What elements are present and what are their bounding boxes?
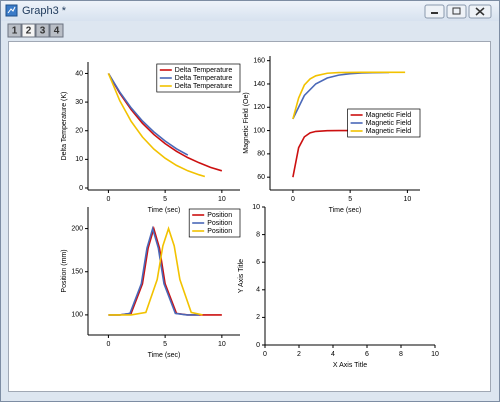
- y-tick-label: 100: [253, 127, 265, 134]
- legend-label: Delta Temperature: [175, 67, 233, 74]
- x-tick-label: 10: [218, 341, 226, 348]
- y-tick-label: 140: [253, 81, 265, 88]
- y-tick-label: 2: [256, 314, 260, 321]
- chart: 0 2 4 6 8 10 0 2 4 6 8 10 X Axis Title Y Axis Title: [238, 204, 439, 369]
- y-tick-label: 60: [257, 174, 265, 181]
- x-axis-title: Time (sec): [148, 352, 181, 359]
- layer-tab[interactable]: 1: [7, 23, 22, 38]
- x-tick-label: 10: [404, 196, 412, 203]
- y-tick-label: 10: [75, 156, 83, 163]
- layer-tab[interactable]: 4: [49, 23, 64, 38]
- data-line: [107, 73, 223, 172]
- y-tick-label: 0: [256, 342, 260, 349]
- x-tick-label: 0: [106, 341, 110, 348]
- tab-button: [49, 23, 64, 38]
- tab-label: 4: [54, 26, 60, 37]
- close-button[interactable]: [468, 4, 492, 19]
- tab-button: [21, 23, 36, 38]
- x-tick-label: 8: [399, 351, 403, 358]
- tab-button: [35, 23, 50, 38]
- legend-label: Delta Temperature: [175, 83, 233, 90]
- y-tick-label: 120: [253, 104, 265, 111]
- app-icon-glyph: [7, 6, 16, 14]
- title-bar: [1, 1, 499, 21]
- x-tick-label: 10: [431, 351, 439, 358]
- y-tick-label: 30: [75, 99, 83, 106]
- y-tick-label: 160: [253, 58, 265, 65]
- y-tick-label: 0: [79, 185, 83, 192]
- legend-label: Position: [207, 212, 232, 219]
- y-tick-label: 150: [71, 269, 83, 276]
- chart: 0 5 10 60 80 100 120 140 160 Time (sec) Magnetic F…: [243, 56, 421, 214]
- x-tick-label: 4: [331, 351, 335, 358]
- y-tick-label: 4: [256, 287, 260, 294]
- legend-label: Position: [207, 220, 232, 227]
- x-axis-title: Time (sec): [329, 207, 362, 214]
- x-tick-label: 0: [263, 351, 267, 358]
- y-tick-label: 200: [71, 225, 83, 232]
- tab-label: 2: [26, 26, 32, 37]
- y-tick-label: 8: [256, 231, 260, 238]
- y-tick-label: 40: [75, 70, 83, 77]
- legend-label: Delta Temperature: [175, 75, 233, 82]
- x-tick-label: 5: [163, 341, 167, 348]
- data-line: [108, 225, 200, 316]
- layer-tab[interactable]: 3: [35, 23, 50, 38]
- legend-label: Position: [207, 228, 232, 235]
- x-axis-title: X Axis Title: [333, 362, 367, 369]
- y-axis-title: Y Axis Title: [238, 259, 245, 293]
- layer-tab[interactable]: 2: [21, 23, 36, 38]
- y-axis-title: Magnetic Field (Oe): [243, 92, 250, 153]
- x-tick-label: 0: [291, 196, 295, 203]
- y-tick-label: 80: [257, 151, 265, 158]
- x-tick-label: 5: [348, 196, 352, 203]
- y-tick-label: 10: [252, 204, 260, 211]
- y-axis-title: Delta Temperature (K): [61, 92, 68, 161]
- data-line: [292, 71, 406, 120]
- chart: 0 5 10 100 150 200 Time (sec) Position (mm) Posi…: [61, 207, 241, 359]
- graph-page: [8, 41, 491, 392]
- data-line: [107, 73, 189, 156]
- x-axis-title: Time (sec): [148, 207, 181, 214]
- x-tick-label: 10: [218, 196, 226, 203]
- data-line: [107, 73, 206, 178]
- x-tick-label: 0: [106, 196, 110, 203]
- y-tick-label: 20: [75, 128, 83, 135]
- legend-label: Magnetic Field: [366, 128, 412, 135]
- x-tick-label: 5: [163, 196, 167, 203]
- tab-label: 3: [40, 26, 46, 37]
- minimize-button[interactable]: [424, 4, 445, 19]
- data-line: [108, 226, 203, 316]
- legend-label: Magnetic Field: [366, 112, 412, 119]
- y-axis-title: Position (mm): [61, 249, 68, 292]
- x-tick-label: 2: [297, 351, 301, 358]
- tab-button: [7, 23, 22, 38]
- app-icon: [5, 4, 18, 17]
- x-tick-label: 6: [365, 351, 369, 358]
- window-title: Graph3 *: [22, 5, 67, 17]
- y-tick-label: 6: [256, 259, 260, 266]
- y-tick-label: 100: [71, 312, 83, 319]
- tab-label: 1: [12, 26, 18, 37]
- legend-label: Magnetic Field: [366, 120, 412, 127]
- chart: 0 5 10 0 10 20 30 40 Time (sec) Delta Temperature…: [61, 62, 241, 214]
- restore-button[interactable]: [446, 4, 467, 19]
